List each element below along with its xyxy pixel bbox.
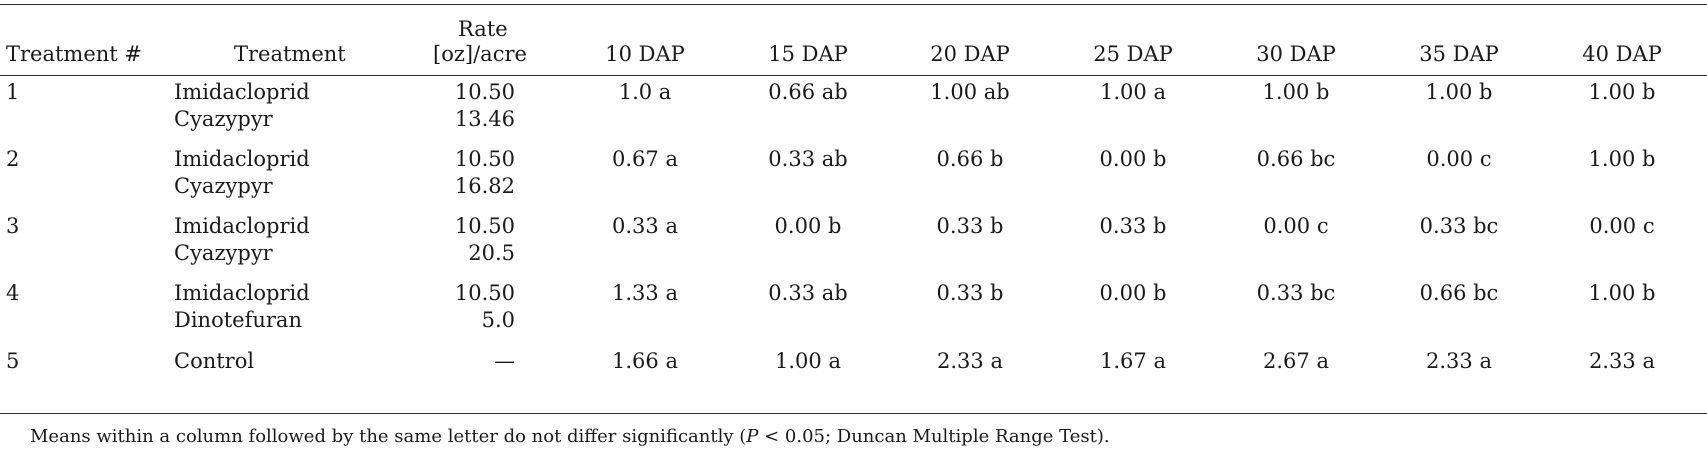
dap-value: 0.66 ab [768, 80, 848, 104]
treatment-name: Cyazypyr [174, 174, 273, 198]
table-top-rule [0, 4, 1707, 5]
treatment-name: Imidacloprid [174, 214, 310, 238]
dap-value: 1.33 a [612, 281, 678, 305]
header-dap-1: 15 DAP [768, 42, 848, 66]
treatment-rate: — [494, 349, 515, 373]
treatment-rate: 10.50 [454, 80, 515, 104]
dap-value: 0.33 b [936, 214, 1004, 238]
treatment-number: 2 [6, 147, 20, 171]
treatment-rate: 13.46 [454, 107, 515, 131]
treatment-rate: 10.50 [454, 281, 515, 305]
dap-value: 0.66 b [936, 147, 1004, 171]
dap-value: 0.00 c [1263, 214, 1329, 238]
dap-value: 0.33 b [1099, 214, 1167, 238]
dap-value: 0.67 a [612, 147, 678, 171]
dap-value: 0.33 bc [1256, 281, 1336, 305]
header-dap-2: 20 DAP [930, 42, 1010, 66]
header-dap-0: 10 DAP [605, 42, 685, 66]
dap-value: 1.00 b [1588, 147, 1656, 171]
dap-value: 0.33 a [612, 214, 678, 238]
treatment-name: Dinotefuran [174, 308, 302, 332]
dap-value: 1.00 b [1425, 80, 1493, 104]
footnote-p-symbol: P [746, 426, 759, 447]
dap-value: 0.66 bc [1256, 147, 1336, 171]
dap-value: 1.67 a [1100, 349, 1166, 373]
dap-value: 1.00 b [1262, 80, 1330, 104]
dap-value: 2.33 a [1589, 349, 1655, 373]
dap-value: 0.33 bc [1419, 214, 1499, 238]
dap-value: 1.00 a [1100, 80, 1166, 104]
header-treatment: Treatment [234, 42, 346, 66]
dap-value: 1.00 ab [930, 80, 1010, 104]
header-dap-3: 25 DAP [1093, 42, 1173, 66]
header-rate: Rate [458, 17, 508, 41]
dap-value: 1.66 a [612, 349, 678, 373]
treatment-number: 3 [6, 214, 20, 238]
header-treatment-number: Treatment # [6, 42, 143, 66]
header-dap-4: 30 DAP [1256, 42, 1336, 66]
dap-value: 0.33 b [936, 281, 1004, 305]
treatment-number: 1 [6, 80, 20, 104]
dap-value: 1.00 b [1588, 80, 1656, 104]
header-rate-unit: [oz]/acre [433, 42, 527, 66]
dap-value: 1.0 a [618, 80, 672, 104]
dap-value: 0.00 c [1426, 147, 1492, 171]
dap-value: 0.33 ab [768, 147, 848, 171]
dap-value: 2.33 a [937, 349, 1003, 373]
dap-value: 0.33 ab [768, 281, 848, 305]
dap-value: 0.00 c [1589, 214, 1655, 238]
treatment-rate: 16.82 [454, 174, 515, 198]
treatment-rate: 10.50 [454, 214, 515, 238]
table-header-rule [0, 75, 1707, 76]
treatment-number: 4 [6, 281, 20, 305]
dap-value: 0.66 bc [1419, 281, 1499, 305]
footnote-text-end: < 0.05; Duncan Multiple Range Test). [758, 426, 1110, 447]
treatment-name: Control [174, 349, 255, 373]
treatment-name: Imidacloprid [174, 80, 310, 104]
dap-value: 2.33 a [1426, 349, 1492, 373]
treatment-name: Cyazypyr [174, 107, 273, 131]
treatment-rate: 10.50 [454, 147, 515, 171]
dap-value: 1.00 a [775, 349, 841, 373]
dap-value: 2.67 a [1263, 349, 1329, 373]
header-dap-5: 35 DAP [1419, 42, 1499, 66]
treatment-rate: 5.0 [481, 308, 515, 332]
dap-value: 1.00 b [1588, 281, 1656, 305]
table-bottom-rule [0, 413, 1707, 414]
treatment-rate: 20.5 [468, 241, 515, 265]
treatment-name: Cyazypyr [174, 241, 273, 265]
header-dap-6: 40 DAP [1582, 42, 1662, 66]
dap-value: 0.00 b [1099, 147, 1167, 171]
treatment-number: 5 [6, 349, 20, 373]
dap-value: 0.00 b [774, 214, 842, 238]
treatment-name: Imidacloprid [174, 281, 310, 305]
footnote-text: Means within a column followed by the sa… [30, 426, 747, 447]
dap-value: 0.00 b [1099, 281, 1167, 305]
treatment-name: Imidacloprid [174, 147, 310, 171]
table-footnote: Means within a column followed by the sa… [30, 426, 1110, 448]
